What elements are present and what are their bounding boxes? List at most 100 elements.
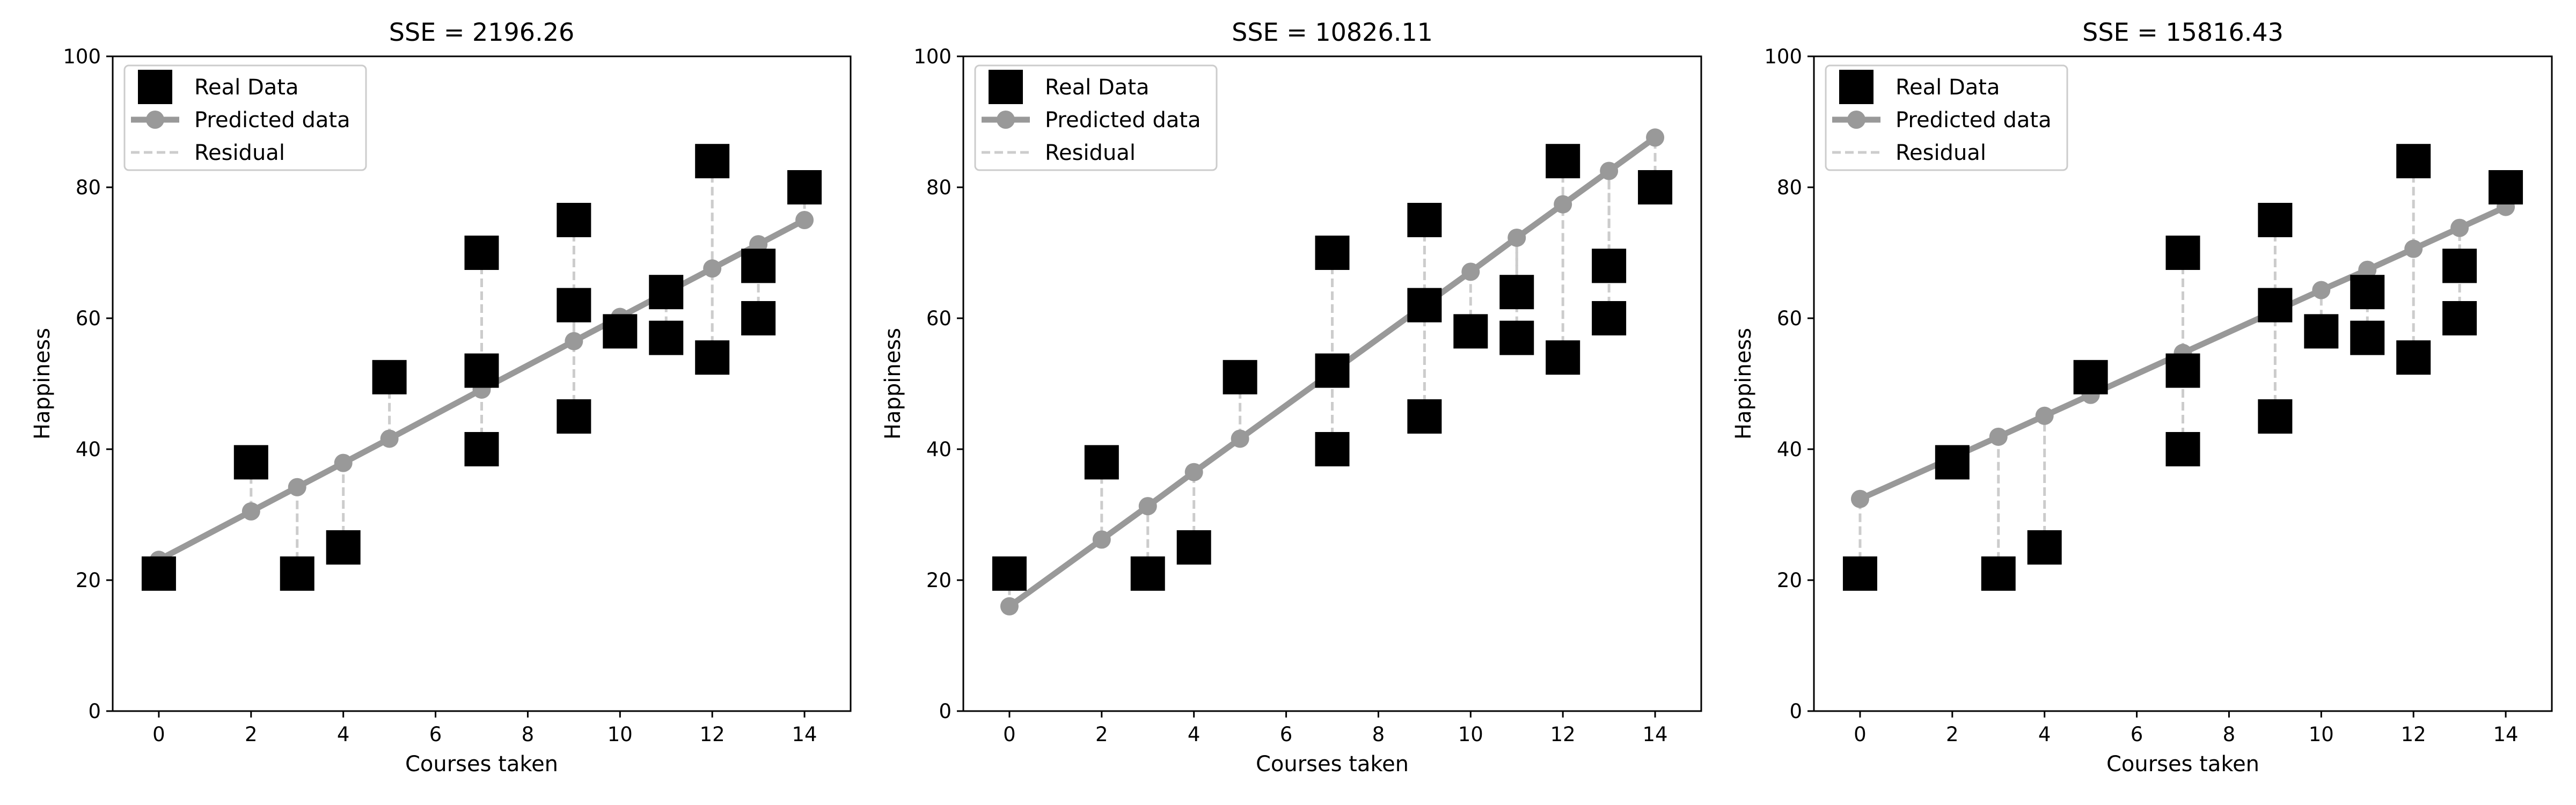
- predicted-point: [703, 259, 722, 278]
- plot-area: [1842, 144, 2523, 591]
- x-tick-label: 8: [522, 723, 535, 746]
- chart-title: SSE = 15816.43: [2082, 18, 2284, 47]
- x-axis-label: Courses taken: [2106, 752, 2259, 777]
- legend-box: [123, 64, 367, 171]
- real-data-point: [695, 340, 730, 375]
- x-tick-label: 8: [2223, 723, 2236, 746]
- y-tick-label: 80: [1777, 176, 1802, 199]
- real-data-point: [1638, 170, 1673, 204]
- predicted-point: [1184, 463, 1203, 481]
- predicted-point: [1000, 597, 1019, 616]
- chart-title: SSE = 10826.11: [1232, 18, 1433, 47]
- legend-label: Residual: [194, 141, 285, 165]
- legend-key-predicted-point: [1847, 111, 1865, 129]
- predicted-point: [795, 211, 814, 229]
- real-data-point: [2396, 144, 2431, 179]
- x-tick-label: 12: [1550, 723, 1576, 746]
- x-tick-label: 2: [1946, 723, 1959, 746]
- real-data-point: [141, 556, 176, 591]
- y-tick-label: 20: [76, 569, 101, 592]
- real-data-point: [787, 170, 822, 204]
- predicted-point: [1554, 195, 1572, 214]
- x-axis-label: Courses taken: [1256, 752, 1409, 777]
- legend-label: Residual: [1045, 141, 1136, 165]
- real-data-point: [464, 353, 499, 388]
- real-data-point: [557, 399, 591, 434]
- y-tick-label: 100: [913, 45, 952, 68]
- legend: Real Data Predicted data Residual: [123, 64, 367, 171]
- real-data-point: [2165, 236, 2200, 270]
- x-tick-label: 4: [1188, 723, 1201, 746]
- axes-frame: [962, 55, 1702, 712]
- real-data-point: [2442, 248, 2477, 283]
- x-tick-label: 8: [1372, 723, 1385, 746]
- y-tick-label: 0: [1789, 700, 1802, 723]
- legend-label: Real Data: [1045, 75, 1149, 100]
- legend-label: Predicted data: [1896, 108, 2052, 133]
- predicted-point: [1850, 489, 1869, 508]
- real-data-point: [741, 248, 776, 283]
- real-data-point: [2073, 360, 2108, 394]
- real-data-point: [1315, 353, 1350, 388]
- x-axis-label: Courses taken: [405, 752, 558, 777]
- real-data-point: [695, 144, 730, 179]
- real-data-point: [1935, 445, 1970, 480]
- axes-frame: [1813, 55, 2553, 712]
- legend-key-predicted-point: [997, 111, 1015, 129]
- legend-key-predicted-point: [146, 111, 164, 129]
- real-data-point: [1223, 360, 1257, 394]
- y-tick-label: 20: [1777, 569, 1802, 592]
- x-tick-label: 14: [792, 723, 817, 746]
- predicted-point: [288, 478, 306, 496]
- real-data-point: [1592, 248, 1627, 283]
- x-tick-label: 14: [2493, 723, 2519, 746]
- y-tick-label: 60: [926, 307, 952, 330]
- x-tick-label: 0: [1854, 723, 1867, 746]
- real-data-point: [2258, 203, 2293, 237]
- x-tick-label: 10: [1458, 723, 1483, 746]
- real-data-point: [1176, 530, 1211, 565]
- y-tick-label: 40: [926, 438, 952, 461]
- real-data-point: [2442, 301, 2477, 335]
- real-data-point: [2258, 288, 2293, 323]
- y-tick-label: 80: [926, 176, 952, 199]
- real-data-point: [1546, 144, 1580, 179]
- real-data-point: [1842, 556, 1877, 591]
- x-tick-label: 0: [1003, 723, 1016, 746]
- predicted-point: [2312, 281, 2331, 299]
- real-data-point: [1407, 399, 1442, 434]
- predicted-point: [1989, 427, 2008, 446]
- subplot-2: 0 2 4 6 8 10 12 14 0 20 40 60 80 100 SSE = 10826.11 Cou…: [881, 18, 1702, 777]
- real-data-point: [1407, 203, 1442, 237]
- predicted-point: [1231, 429, 1249, 448]
- predicted-point: [1138, 497, 1157, 516]
- x-tick-label: 6: [2131, 723, 2143, 746]
- real-data-point: [2165, 353, 2200, 388]
- x-tick-label: 12: [700, 723, 725, 746]
- real-data-point: [280, 556, 314, 591]
- y-axis-label: Happiness: [881, 328, 905, 440]
- y-tick-label: 100: [63, 45, 101, 68]
- legend-label: Residual: [1896, 141, 1986, 165]
- x-tick-label: 0: [152, 723, 165, 746]
- y-tick-label: 60: [76, 307, 101, 330]
- real-data-point: [2258, 399, 2293, 434]
- real-data-point: [1499, 320, 1534, 355]
- plot-area: [141, 144, 822, 591]
- real-data-point: [1315, 236, 1350, 270]
- real-data-point: [2396, 340, 2431, 375]
- predicted-point: [2035, 406, 2054, 425]
- y-axis-label: Happiness: [1731, 328, 1756, 440]
- real-data-point: [372, 360, 407, 394]
- x-tick-label: 4: [337, 723, 350, 746]
- legend: Real Data Predicted data Residual: [974, 64, 1218, 171]
- real-data-point: [1130, 556, 1165, 591]
- real-data-point: [1981, 556, 2016, 591]
- predicted-line: [1006, 134, 1658, 610]
- real-data-point: [649, 320, 684, 355]
- legend-label: Real Data: [194, 75, 298, 100]
- predicted-point: [1461, 262, 1480, 281]
- axes-frame: [112, 55, 852, 712]
- predicted-point: [1092, 530, 1111, 549]
